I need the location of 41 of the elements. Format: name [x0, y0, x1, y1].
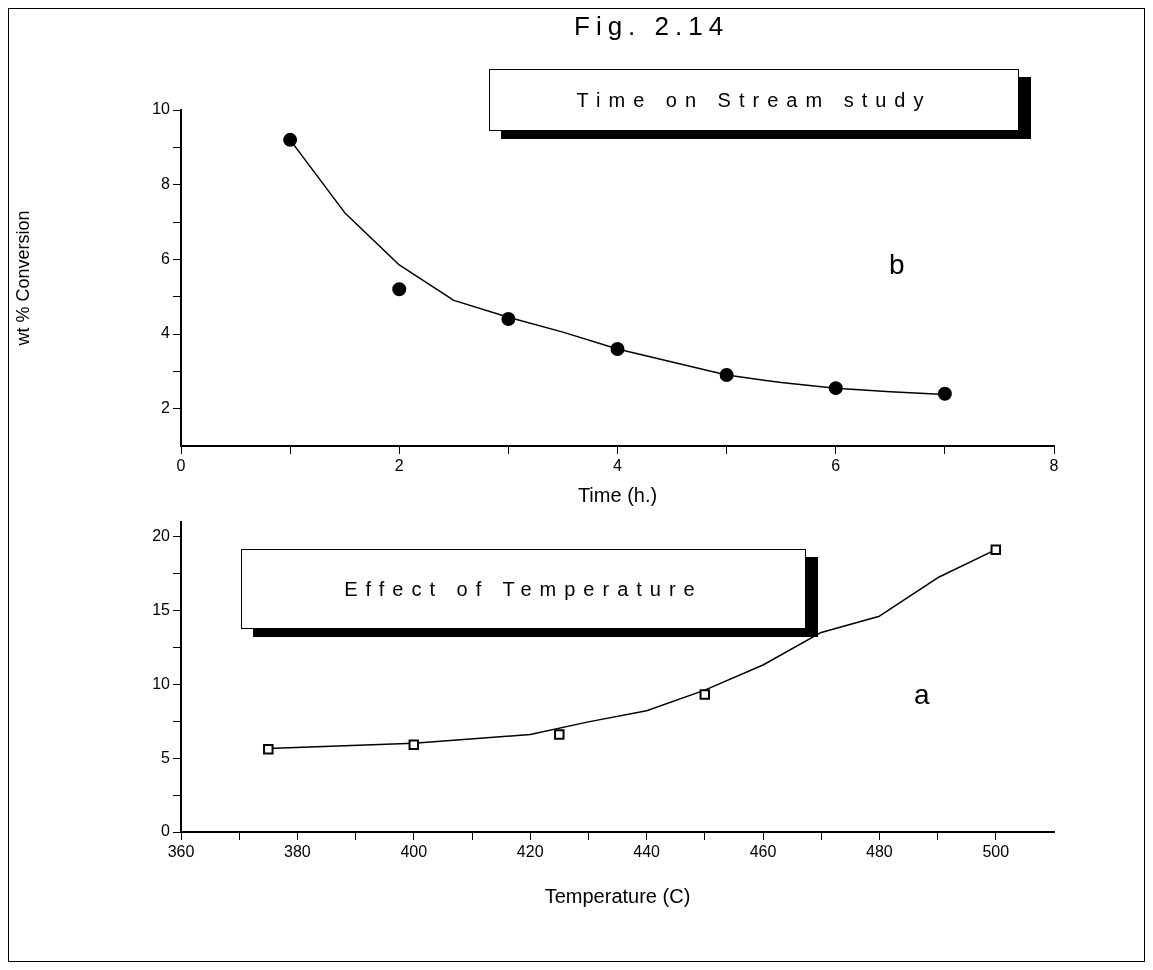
chart-title: Fig. 2.14 — [574, 11, 730, 42]
annotation: a — [914, 679, 930, 711]
point — [263, 743, 274, 755]
y-axis-title: wt % Conversion — [12, 210, 33, 347]
x-tick-label: 420 — [516, 843, 544, 861]
point — [392, 282, 407, 297]
y-tick-label: 0 — [161, 822, 171, 840]
y-tick-label: 20 — [152, 526, 171, 544]
x-tick-label: 400 — [400, 843, 428, 861]
y-tick-label: 6 — [161, 249, 171, 267]
point — [610, 341, 625, 356]
point — [828, 381, 843, 396]
x-axis-title: Temperature (C) — [544, 884, 691, 907]
x-tick-label: 440 — [633, 843, 661, 861]
point — [408, 739, 420, 751]
point — [699, 689, 711, 700]
point — [554, 729, 565, 740]
point — [501, 312, 516, 327]
x-tick-label: 460 — [749, 843, 777, 861]
x-tick-label: 380 — [284, 843, 311, 861]
x-tick-label: 0 — [176, 457, 186, 475]
x-tick-label: 6 — [831, 457, 841, 475]
y-tick-label: 4 — [161, 324, 171, 342]
point — [937, 386, 952, 401]
y-tick-label: 8 — [161, 175, 171, 193]
x-tick-label: 480 — [866, 843, 893, 861]
x-tick-label: 360 — [167, 843, 195, 861]
x-axis-title: Time (h.) — [577, 483, 658, 506]
point — [283, 132, 298, 147]
x-tick-label: 4 — [613, 457, 623, 475]
x-tick-label: 500 — [982, 843, 1010, 861]
point — [719, 368, 734, 383]
y-tick-label: 5 — [161, 748, 171, 766]
y-tick-label: 10 — [152, 674, 171, 692]
y-tick-label: 10 — [152, 100, 171, 118]
point — [990, 544, 1002, 555]
x-tick-label: 2 — [394, 457, 404, 475]
y-tick-label: 2 — [161, 399, 171, 417]
annotation: b — [889, 249, 905, 281]
y-tick-label: 15 — [152, 600, 171, 618]
x-tick-label: 8 — [1049, 457, 1059, 475]
